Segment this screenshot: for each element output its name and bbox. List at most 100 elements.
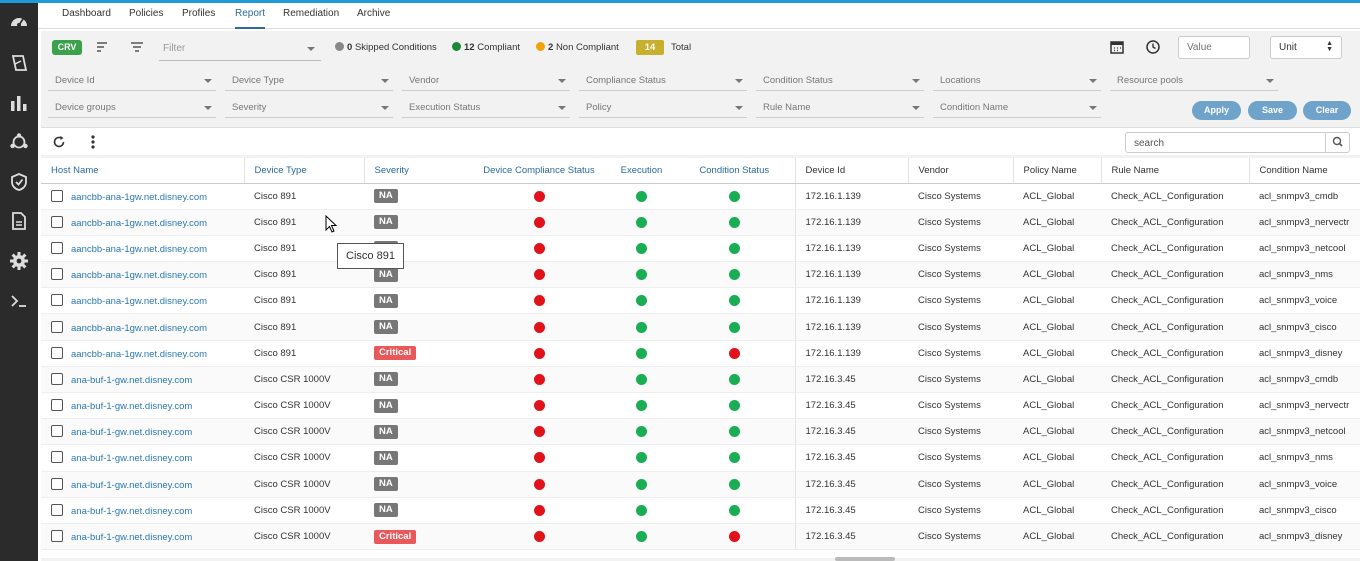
host-link[interactable]: ana-buf-1-gw.net.disney.com [71,479,193,491]
rule-cell: Check_ACL_Configuration [1101,261,1249,289]
row-checkbox[interactable] [51,215,63,228]
facet-policy[interactable]: Policy [579,96,747,118]
facet-condition-status[interactable]: Condition Status [756,69,924,91]
filter-lines-icon[interactable] [129,39,145,55]
host-link[interactable]: aancbb-ana-1gw.net.disney.com [71,243,208,255]
host-link[interactable]: aancbb-ana-1gw.net.disney.com [71,217,208,229]
table-row[interactable]: ana-buf-1-gw.net.disney.com Cisco CSR 100… [41,392,1360,420]
policy-cell: ACL_Global [1013,471,1101,498]
col-vendor[interactable]: Vendor [908,158,1014,184]
facet-compliance-status[interactable]: Compliance Status [579,69,747,91]
col-device-compliance-status[interactable]: Device Compliance Status [469,158,609,184]
table-row[interactable]: ana-buf-1-gw.net.disney.com Cisco CSR 100… [41,418,1360,446]
policy-icon[interactable] [0,44,38,82]
report-chart-icon[interactable] [0,84,38,122]
terminal-icon[interactable] [0,282,38,320]
compliant-label: Compliant [477,42,520,53]
row-checkbox[interactable] [51,294,63,307]
table-row[interactable]: ana-buf-1-gw.net.disney.com Cisco CSR 100… [41,366,1360,394]
tab-profiles[interactable]: Profiles [182,8,216,19]
host-link[interactable]: ana-buf-1-gw.net.disney.com [71,453,193,465]
col-policy-name[interactable]: Policy Name [1013,158,1102,184]
row-checkbox[interactable] [51,346,63,359]
col-rule-name[interactable]: Rule Name [1101,158,1250,184]
col-condition-name[interactable]: Condition Name [1249,158,1360,184]
col-device-type[interactable]: Device Type [244,158,365,184]
table-row[interactable]: aancbb-ana-1gw.net.disney.com Cisco 891 Cr… [41,340,1360,367]
clear-button[interactable]: Clear [1303,101,1351,120]
row-checkbox[interactable] [51,477,63,490]
row-checkbox[interactable] [51,503,63,516]
tab-report[interactable]: Report [235,3,266,29]
tab-policies[interactable]: Policies [129,8,164,19]
dashboard-icon[interactable] [0,3,38,41]
col-severity[interactable]: Severity [364,158,469,184]
host-link[interactable]: ana-buf-1-gw.net.disney.com [71,532,193,544]
search-icon[interactable] [1325,133,1349,152]
facet-device-id[interactable]: Device Id [48,69,216,91]
settings-gear-icon[interactable] [0,242,38,280]
table-row[interactable]: ana-buf-1-gw.net.disney.com Cisco CSR 100… [41,497,1360,524]
calendar-icon[interactable] [1109,39,1125,55]
host-link[interactable]: aancbb-ana-1gw.net.disney.com [71,296,208,308]
sort-icon[interactable] [95,39,111,55]
search-input[interactable]: search [1125,132,1350,153]
apply-button[interactable]: Apply [1192,101,1241,120]
host-link[interactable]: aancbb-ana-1gw.net.disney.com [71,270,208,282]
facet-severity[interactable]: Severity [225,96,393,118]
tab-dashboard[interactable]: Dashboard [62,8,111,19]
host-link[interactable]: ana-buf-1-gw.net.disney.com [71,401,193,413]
host-link[interactable]: aancbb-ana-1gw.net.disney.com [71,348,208,360]
filter-select[interactable]: Filter [159,37,321,61]
col-device-id[interactable]: Device Id [795,158,909,184]
table-row[interactable]: ana-buf-1-gw.net.disney.com Cisco CSR 100… [41,471,1360,498]
row-checkbox[interactable] [51,320,63,333]
document-icon[interactable] [0,202,38,240]
col-condition-status[interactable]: Condition Status [674,158,796,184]
row-checkbox[interactable] [51,372,63,385]
crv-badge[interactable]: CRV [52,40,82,55]
facet-device-type[interactable]: Device Type [225,69,393,91]
facet-locations[interactable]: Locations [933,69,1101,91]
table-row[interactable]: ana-buf-1-gw.net.disney.com Cisco CSR 100… [41,444,1360,472]
save-button[interactable]: Save [1248,101,1297,120]
refresh-icon[interactable] [51,134,67,150]
host-link[interactable]: aancbb-ana-1gw.net.disney.com [71,322,208,334]
facet-condition-name[interactable]: Condition Name [933,96,1101,118]
horizontal-scrollbar[interactable] [835,557,895,561]
row-checkbox[interactable] [51,189,63,202]
topology-icon[interactable] [0,123,38,161]
tab-remediation[interactable]: Remediation [283,8,340,19]
facet-rule-name[interactable]: Rule Name [756,96,924,118]
row-checkbox[interactable] [51,241,63,254]
facet-vendor[interactable]: Vendor [402,69,570,91]
row-checkbox[interactable] [51,268,63,281]
host-link[interactable]: ana-buf-1-gw.net.disney.com [71,505,193,517]
col-execution[interactable]: Execution [609,158,674,184]
host-link[interactable]: ana-buf-1-gw.net.disney.com [71,374,193,386]
host-link[interactable]: ana-buf-1-gw.net.disney.com [71,427,193,439]
clock-icon[interactable] [1145,39,1161,55]
more-options-icon[interactable] [85,134,101,150]
unit-select[interactable]: Unit ▲ ▼ [1270,36,1342,59]
row-checkbox[interactable] [51,399,63,412]
value-input[interactable] [1178,36,1250,59]
tab-archive[interactable]: Archive [357,8,391,19]
row-checkbox[interactable] [51,530,63,543]
compliance-shield-icon[interactable] [0,163,38,201]
compliance-cell [469,418,609,446]
facet-execution-status[interactable]: Execution Status [402,96,570,118]
facet-device-groups[interactable]: Device groups [48,96,216,118]
host-link[interactable]: aancbb-ana-1gw.net.disney.com [71,191,208,203]
table-row[interactable]: ana-buf-1-gw.net.disney.com Cisco CSR 100… [41,523,1360,551]
facet-resource-pools[interactable]: Resource pools [1110,69,1278,91]
col-host-name[interactable]: Host Name [41,158,245,184]
row-checkbox[interactable] [51,451,63,464]
row-checkbox[interactable] [51,425,63,438]
